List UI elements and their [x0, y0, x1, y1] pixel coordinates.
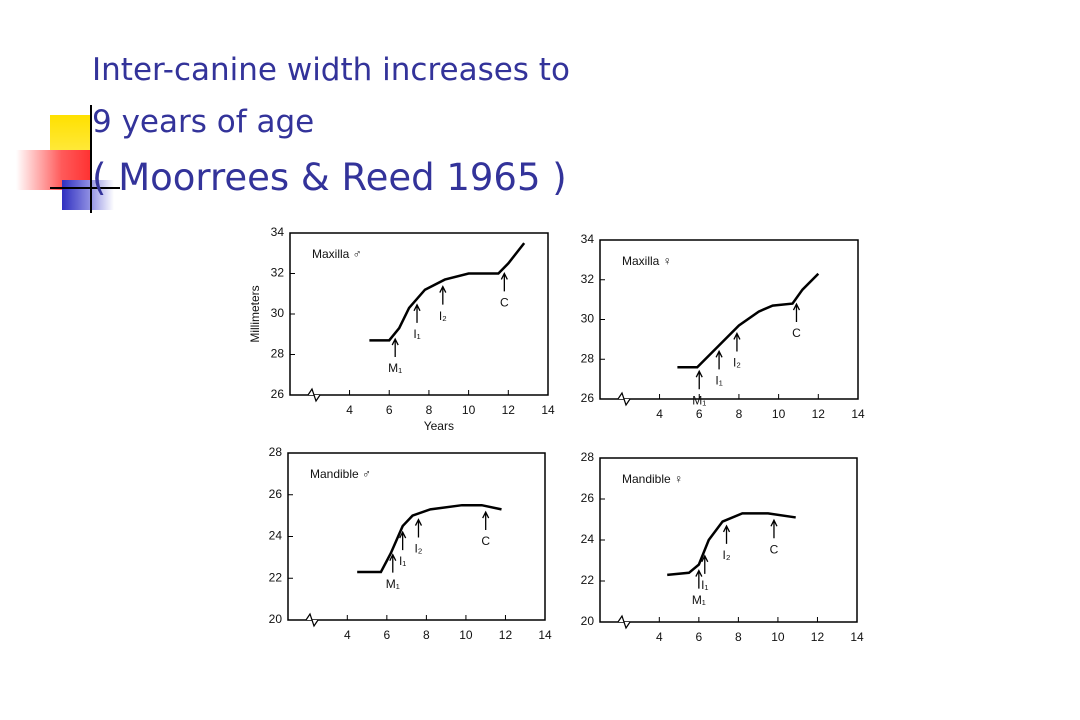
annotation-label: I₁ [715, 374, 722, 388]
annotation-arrow [715, 349, 723, 370]
x-tick-label: 8 [426, 403, 433, 417]
chart-title: Mandible ♂ [310, 467, 371, 481]
deco-hline [50, 187, 120, 189]
annotation-label: M₁ [692, 393, 706, 407]
x-tick-label: 14 [538, 628, 552, 642]
axis-break [617, 614, 631, 630]
annotation-arrow [399, 530, 407, 551]
x-tick-label: 14 [541, 403, 555, 417]
data-line [357, 503, 502, 574]
data-line [677, 272, 820, 369]
annotation-label: I₂ [414, 542, 422, 556]
y-tick-label: 28 [269, 445, 283, 459]
deco-blue [62, 180, 114, 210]
x-tick-label: 14 [851, 407, 865, 421]
y-tick-label: 30 [271, 306, 285, 320]
x-axis-label: Years [424, 419, 454, 433]
x-tick-label: 10 [772, 407, 786, 421]
y-tick-label: 28 [581, 450, 595, 464]
chart-title: Mandible ♀ [622, 472, 683, 486]
x-tick-label: 10 [459, 628, 473, 642]
y-tick-label: 34 [271, 225, 285, 239]
annotation-label: I₁ [413, 327, 420, 341]
y-tick-label: 20 [581, 614, 595, 628]
y-axis-label: Millimeters [248, 285, 262, 342]
annotation-arrow [701, 554, 709, 574]
y-tick-label: 24 [581, 532, 595, 546]
y-tick-label: 24 [269, 529, 283, 543]
y-tick-label: 26 [269, 487, 283, 501]
x-tick-label: 12 [502, 403, 516, 417]
annotation-arrow [770, 518, 778, 539]
x-tick-label: 4 [656, 630, 663, 644]
y-tick-label: 26 [581, 391, 595, 405]
annotation-label: I₂ [439, 309, 447, 323]
x-tick-label: 6 [386, 403, 393, 417]
annotation-label: M₁ [692, 593, 706, 607]
x-tick-label: 14 [850, 630, 864, 644]
annotation-arrow [414, 518, 423, 538]
annotation-arrow [695, 369, 703, 390]
chart-title: Maxilla ♀ [622, 254, 672, 268]
y-tick-label: 30 [581, 312, 595, 326]
axis-break [617, 391, 631, 407]
x-tick-label: 4 [344, 628, 351, 642]
x-tick-label: 12 [811, 630, 825, 644]
x-tick-label: 6 [696, 630, 703, 644]
axis-break [307, 387, 321, 403]
annotation-arrow [500, 271, 508, 292]
title-line: 9 years of age [92, 104, 315, 140]
y-tick-label: 32 [581, 272, 595, 286]
y-tick-label: 32 [271, 266, 285, 280]
x-tick-label: 12 [812, 407, 826, 421]
annotation-label: I₁ [399, 554, 406, 568]
annotation-arrow [792, 302, 801, 323]
annotation-arrow [695, 569, 703, 589]
x-tick-label: 8 [736, 407, 743, 421]
annotation-arrow [439, 285, 447, 305]
axis-break [305, 612, 319, 628]
annotation-label: C [770, 542, 779, 556]
annotation-arrow [389, 553, 397, 573]
x-tick-label: 8 [735, 630, 742, 644]
annotation-label: C [481, 534, 490, 548]
title-line: Inter-canine width increases to [92, 52, 570, 88]
annotation-label: I₂ [723, 548, 731, 562]
deco-vline [90, 105, 92, 213]
annotation-label: M₁ [386, 577, 400, 591]
x-tick-label: 10 [771, 630, 785, 644]
title-line: ( Moorrees & Reed 1965 ) [92, 156, 567, 199]
annotation-label: M₁ [388, 361, 402, 375]
y-tick-label: 26 [581, 491, 595, 505]
data-line [369, 242, 526, 342]
y-tick-label: 22 [581, 573, 595, 587]
annotation-arrow [733, 331, 741, 352]
x-tick-label: 8 [423, 628, 430, 642]
y-tick-label: 20 [269, 612, 283, 626]
annotation-arrow [391, 337, 399, 358]
annotation-arrow [413, 303, 421, 323]
annotation-arrow [722, 524, 731, 544]
y-tick-label: 34 [581, 232, 595, 246]
y-tick-label: 22 [269, 570, 283, 584]
annotation-label: C [500, 296, 509, 310]
x-tick-label: 6 [696, 407, 703, 421]
y-tick-label: 28 [271, 347, 285, 361]
x-tick-label: 12 [499, 628, 513, 642]
x-tick-label: 4 [656, 407, 663, 421]
chart-title: Maxilla ♂ [312, 247, 362, 261]
x-tick-label: 10 [462, 403, 476, 417]
y-tick-label: 26 [271, 387, 285, 401]
y-tick-label: 28 [581, 351, 595, 365]
annotation-label: I₂ [733, 356, 741, 370]
annotation-label: I₁ [701, 578, 708, 592]
data-line [667, 512, 796, 577]
annotation-arrow [482, 510, 490, 531]
x-tick-label: 6 [384, 628, 391, 642]
x-tick-label: 4 [346, 403, 353, 417]
annotation-label: C [792, 326, 801, 340]
